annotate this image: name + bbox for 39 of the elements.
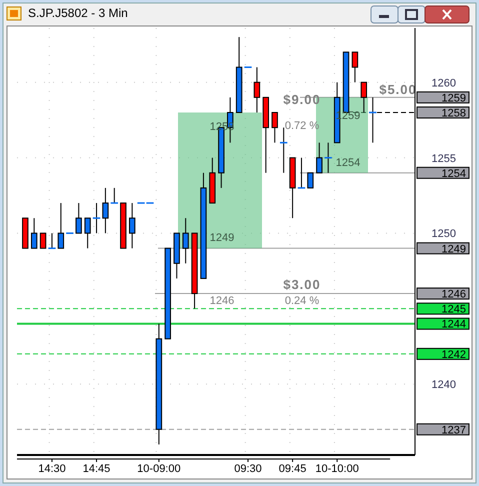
candlestick bbox=[352, 52, 358, 83]
ref-line-label: 1242 bbox=[442, 348, 466, 361]
annotation: 1254 bbox=[336, 157, 360, 169]
chart-title: S.JP.J5802 - 3 Min bbox=[28, 6, 128, 20]
annotation: 1246 bbox=[210, 295, 234, 307]
annotation: 1249 bbox=[210, 232, 234, 244]
ref-line-label: 1237 bbox=[442, 424, 466, 436]
candlestick bbox=[272, 112, 278, 144]
ref-line-label: 1258 bbox=[442, 107, 466, 120]
ref-line-label: 1245 bbox=[442, 304, 466, 316]
candlestick bbox=[128, 202, 136, 249]
annotation: $3.00 bbox=[283, 277, 321, 292]
x-tick-label: 14:30 bbox=[38, 463, 66, 475]
candlestick bbox=[102, 187, 109, 234]
candlestick bbox=[84, 218, 91, 249]
ref-line-label: 1254 bbox=[442, 168, 466, 180]
x-tick-label: 10-10:00 bbox=[315, 463, 359, 475]
text: $5.00 bbox=[379, 82, 417, 97]
candlestick bbox=[76, 202, 82, 234]
x-tick-label: 14:45 bbox=[82, 463, 110, 475]
candlestick bbox=[316, 142, 322, 174]
ref-line-label: 1249 bbox=[442, 243, 466, 256]
y-tick-label: 1255 bbox=[432, 152, 456, 165]
candlestick bbox=[30, 218, 38, 249]
x-tick-label: 09:45 bbox=[278, 463, 306, 475]
y-tick-label: 1240 bbox=[432, 379, 456, 392]
y-tick-label: 1250 bbox=[432, 228, 456, 240]
candlestick bbox=[40, 232, 46, 249]
x-tick-label: 10-09:00 bbox=[137, 463, 181, 475]
ref-line-label: 1259 bbox=[442, 92, 466, 104]
candlestick bbox=[182, 218, 189, 264]
annotation: 0.24 % bbox=[284, 295, 320, 307]
x-tick-label: 09:30 bbox=[234, 463, 262, 475]
candlestick bbox=[58, 202, 64, 249]
ref-line-label: 1244 bbox=[442, 318, 466, 331]
y-tick-label: 1260 bbox=[432, 77, 456, 90]
ref-line-label: 1246 bbox=[442, 288, 466, 301]
candlestick bbox=[254, 66, 260, 113]
candlestick bbox=[307, 172, 314, 188]
